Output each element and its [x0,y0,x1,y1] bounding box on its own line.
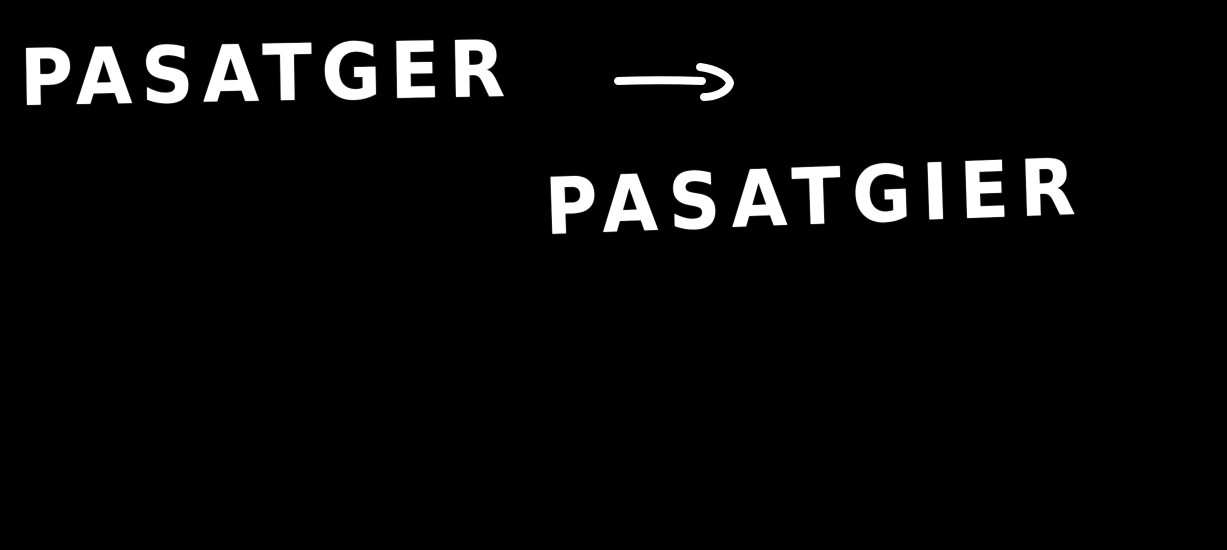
target-word: PASATGIER [543,142,1088,253]
arrow-right-icon [614,63,734,101]
source-word: PASATGER [19,24,515,124]
